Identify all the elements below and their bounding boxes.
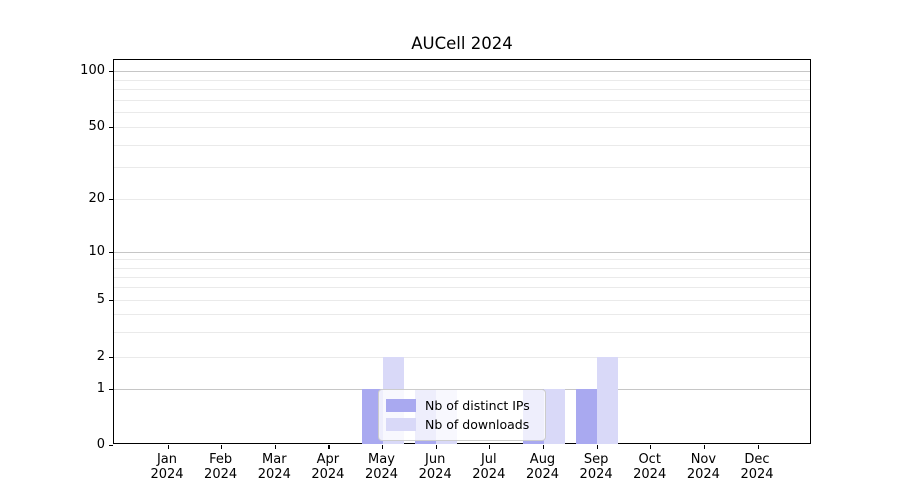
minor-gridline xyxy=(114,287,810,289)
x-tick xyxy=(435,445,437,450)
x-tick-year: 2024 xyxy=(204,467,238,483)
x-tick-label-dec: Dec 2024 xyxy=(717,452,797,483)
x-tick-year: 2024 xyxy=(418,467,452,483)
y-tick-label: 10 xyxy=(88,244,105,259)
x-tick-label-jan: Jan 2024 xyxy=(127,452,207,483)
y-tick-label: 50 xyxy=(88,119,105,134)
x-tick-month: Apr xyxy=(316,452,340,467)
y-tick xyxy=(108,299,113,301)
minor-gridline xyxy=(114,167,810,169)
major-gridline xyxy=(114,252,810,253)
x-tick xyxy=(650,445,652,450)
minor-gridline xyxy=(114,89,810,90)
x-tick-year: 2024 xyxy=(311,467,345,483)
bar-downloads-sep xyxy=(597,357,619,444)
minor-gridline xyxy=(114,127,810,128)
x-tick xyxy=(328,445,330,450)
x-tick-year: 2024 xyxy=(633,467,667,483)
y-tick xyxy=(108,388,113,390)
x-tick-label-mar: Mar 2024 xyxy=(234,452,314,483)
x-tick-year: 2024 xyxy=(740,467,774,483)
x-tick-label-aug: Aug 2024 xyxy=(503,452,583,483)
minor-gridline xyxy=(114,357,810,358)
x-tick-label-nov: Nov 2024 xyxy=(663,452,743,483)
x-tick-year: 2024 xyxy=(364,467,399,483)
legend-label-distinct-ips: Nb of distinct IPs xyxy=(425,398,530,413)
x-tick-month: Jun xyxy=(425,452,446,467)
x-tick-month: Oct xyxy=(638,452,661,467)
x-tick-label-jul: Jul 2024 xyxy=(449,452,529,483)
legend-swatch-downloads xyxy=(386,418,416,431)
y-tick-label: 100 xyxy=(80,63,105,78)
y-tick xyxy=(108,444,113,446)
x-tick-month: May xyxy=(368,452,395,467)
x-tick xyxy=(543,445,545,450)
x-tick-year: 2024 xyxy=(579,467,613,483)
minor-gridline xyxy=(114,313,810,315)
x-tick xyxy=(489,445,491,450)
x-tick-year: 2024 xyxy=(686,467,720,483)
y-tick-label: 2 xyxy=(96,349,105,364)
chart-title: AUCell 2024 xyxy=(411,34,513,53)
x-tick xyxy=(274,445,276,450)
x-tick-month: Aug xyxy=(529,452,556,467)
major-gridline xyxy=(114,71,810,72)
x-tick xyxy=(382,445,384,450)
bar-downloads-aug xyxy=(543,389,565,444)
x-tick xyxy=(167,445,169,450)
minor-gridline xyxy=(114,144,810,146)
minor-gridline xyxy=(114,267,810,269)
x-tick xyxy=(703,445,706,450)
x-tick-year: 2024 xyxy=(257,467,291,483)
minor-gridline xyxy=(114,112,810,114)
x-tick-label-feb: Feb 2024 xyxy=(181,452,261,483)
x-tick-month: Dec xyxy=(744,452,770,467)
x-tick-month: Jul xyxy=(480,452,497,467)
x-tick xyxy=(596,445,598,450)
y-tick-label: 5 xyxy=(96,292,105,307)
x-tick xyxy=(757,445,759,450)
minor-gridline xyxy=(114,259,810,261)
x-tick-month: Jan xyxy=(156,452,178,467)
minor-gridline xyxy=(114,199,810,200)
y-tick xyxy=(108,356,113,358)
minor-gridline xyxy=(114,300,810,301)
y-tick xyxy=(108,126,113,128)
x-tick-year: 2024 xyxy=(525,467,560,483)
plot-area xyxy=(108,59,811,450)
minor-gridline xyxy=(114,99,810,101)
minor-gridline xyxy=(114,276,810,278)
legend: Nb of distinct IPs Nb of downloads xyxy=(378,389,546,441)
x-tick-month: Nov xyxy=(690,452,717,467)
y-tick-label: 0 xyxy=(96,437,105,452)
minor-gridline xyxy=(114,79,810,81)
minor-gridline xyxy=(114,331,810,333)
x-tick-label-oct: Oct 2024 xyxy=(610,452,690,483)
y-tick-label: 20 xyxy=(88,191,105,206)
y-tick xyxy=(108,251,113,253)
x-tick-year: 2024 xyxy=(472,467,506,483)
bar-distinct-ips-sep xyxy=(576,389,598,444)
legend-item-downloads: Nb of downloads xyxy=(386,415,536,434)
x-tick-label-jun: Jun 2024 xyxy=(395,452,475,483)
x-tick-label-may: May 2024 xyxy=(342,452,422,483)
legend-label-downloads: Nb of downloads xyxy=(425,417,530,432)
x-tick-month: Sep xyxy=(583,452,609,467)
x-tick-month: Mar xyxy=(262,452,287,467)
x-tick-year: 2024 xyxy=(150,467,184,483)
legend-item-distinct-ips: Nb of distinct IPs xyxy=(386,396,536,415)
y-tick xyxy=(108,70,113,72)
y-tick-label: 1 xyxy=(96,381,105,396)
y-tick xyxy=(108,198,113,200)
bar-distinct-ips-may xyxy=(361,389,383,444)
x-tick-label-apr: Apr 2024 xyxy=(288,452,368,483)
x-tick-label-sep: Sep 2024 xyxy=(556,452,636,483)
legend-swatch-distinct-ips xyxy=(386,399,416,412)
x-tick-month: Feb xyxy=(209,452,233,467)
x-tick xyxy=(221,445,223,450)
